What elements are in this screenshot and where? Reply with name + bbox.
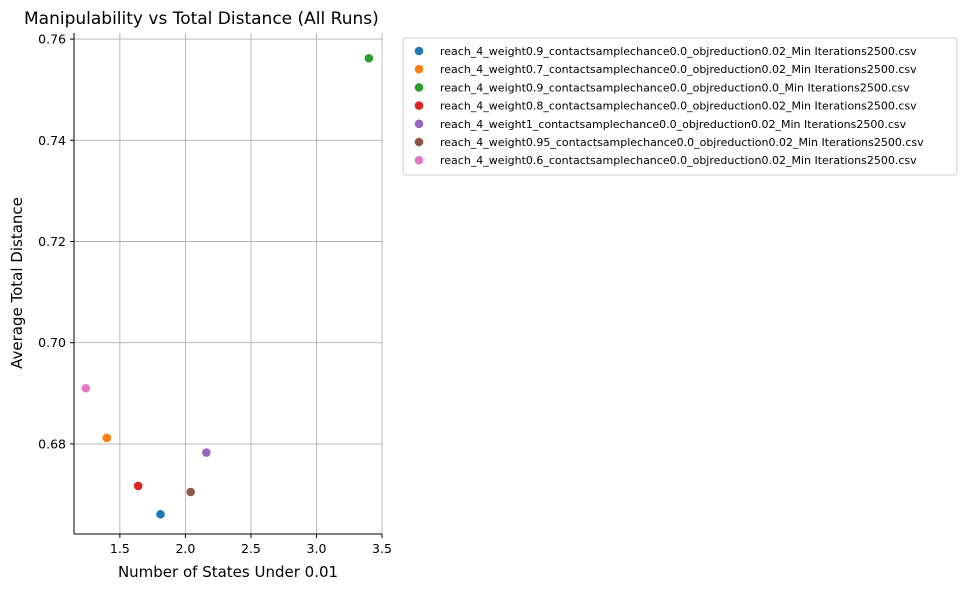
legend-entry-label: reach_4_weight0.95_contactsamplechance0.… [440,136,924,149]
y-tick-label: 0.74 [38,133,66,148]
data-point [364,54,374,63]
legend-entry-label: reach_4_weight0.9_contactsamplechance0.0… [440,81,910,94]
legend: reach_4_weight0.9_contactsamplechance0.0… [402,37,958,176]
chart-title: Manipulability vs Total Distance (All Ru… [24,9,379,29]
x-tick-label: 2.0 [175,541,195,556]
y-tick-label: 0.68 [38,436,66,451]
data-point [81,383,91,393]
legend-marker [414,83,424,92]
y-tick-label: 0.76 [38,32,66,47]
y-tick-label: 0.72 [38,234,66,249]
y-axis-label: Average Total Distance [8,197,26,369]
legend-marker [414,119,424,129]
x-axis-label: Number of States Under 0.01 [118,563,338,581]
legend-frame [402,37,958,176]
axis-ticks: 1.5 2.0 2.5 3.0 3.5 0.68 0.70 0.72 0.74 0.76 [38,32,392,556]
y-tick-label: 0.70 [38,335,66,350]
data-point [133,481,143,491]
data-point [202,448,211,457]
data-point [186,487,195,497]
x-tick-label: 3.5 [372,541,392,556]
legend-marker [414,46,424,56]
x-tick-label: 3.0 [307,541,327,556]
legend-entry-label: reach_4_weight0.8_contactsamplechance0.0… [440,100,917,113]
legend-entry-label: reach_4_weight0.6_contactsamplechance0.0… [440,154,917,167]
legend-marker [414,155,424,165]
x-tick-label: 2.5 [241,541,261,556]
legend-marker [414,64,424,74]
legend-marker [414,101,424,110]
grid [74,33,383,534]
data-point [156,509,165,519]
legend-marker [414,137,424,147]
data-points [81,54,374,519]
legend-entry-label: reach_4_weight0.9_contactsamplechance0.0… [440,45,917,58]
data-point [102,433,112,443]
x-tick-label: 1.5 [110,541,130,556]
legend-entry-label: reach_4_weight0.7_contactsamplechance0.0… [440,63,917,76]
legend-entry-label: reach_4_weight1_contactsamplechance0.0_o… [440,118,907,131]
